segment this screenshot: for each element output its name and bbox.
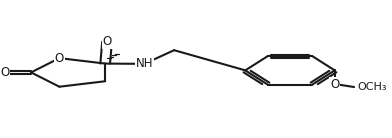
Text: O: O [55, 52, 64, 65]
Text: O: O [330, 78, 339, 91]
Text: O: O [102, 35, 112, 48]
Text: NH: NH [136, 57, 153, 70]
Text: OCH₃: OCH₃ [358, 82, 387, 92]
Text: O: O [0, 66, 9, 79]
